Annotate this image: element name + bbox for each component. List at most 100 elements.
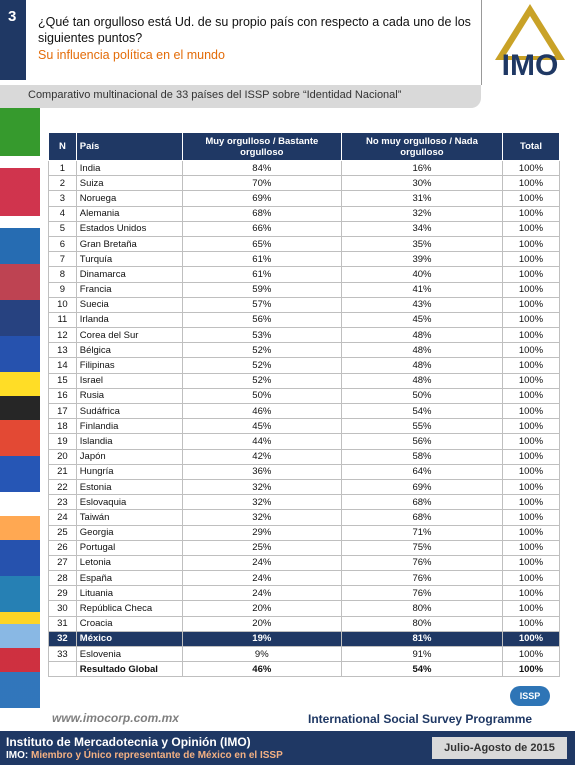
table-cell: 100% [501,554,561,572]
table-cell: Georgia [75,524,183,541]
table-cell: 32% [181,494,342,511]
table-cell: 58% [340,448,503,465]
table-cell: Francia [75,281,183,298]
table-cell: 46% [181,661,342,678]
table-cell: 9 [48,281,77,298]
table-cell: Resultado Global [75,661,183,678]
table-cell: 48% [340,357,503,374]
table-cell: 12 [48,327,77,344]
table-cell: Israel [75,372,183,389]
table-cell: 61% [181,266,342,283]
table-cell: 68% [181,205,342,222]
table-cell: 48% [340,372,503,389]
number-box: 3 [0,0,26,80]
table-cell: 100% [501,494,561,511]
table-cell: 53% [181,327,342,344]
table-row: 13 Bélgica 52% 48% 100% [48,342,561,359]
header-row: N País Muy orgulloso / Bastante orgulloso N… [48,132,561,161]
table-cell: 34% [340,220,503,237]
table-cell: 100% [501,448,561,465]
member-prefix: IMO: [6,750,29,761]
table-cell: 20 [48,448,77,465]
table-cell: 100% [501,251,561,268]
table-row: 33 Eslovenia 9% 91% 100% [48,645,561,663]
table-cell: Corea del Sur [75,327,183,344]
table-cell: 100% [501,159,561,177]
table-cell: 56% [181,311,342,329]
table-cell: 52% [181,357,342,374]
subheader-band: Comparativo multinacional de 33 países d… [0,85,481,108]
member-text: Miembro y Único representante de México … [31,750,283,761]
table-row: 32 México 19% 81% 100% [48,630,561,648]
table-cell: 41% [340,281,503,298]
table-row: 7 Turquía 61% 39% 100% [48,251,561,268]
table-cell: 24% [181,585,342,602]
table-row: 21 Hungría 36% 64% 100% [48,463,561,480]
table-cell: 100% [501,342,561,359]
table-cell: Sudáfrica [75,402,183,420]
table-cell: 100% [501,327,561,344]
member-line: IMO: Miembro y Único representante de Mé… [6,750,283,761]
table-cell: 100% [501,357,561,374]
date: Julio-Agosto de 2015 [432,737,567,759]
table-row: 8 Dinamarca 61% 40% 100% [48,266,561,283]
table-body: 1 India 84% 16% 100% 2 Suiza 70% 30% 100% 3 Noruega… [48,159,561,678]
table-cell: 19 [48,433,77,450]
table-cell: 81% [340,630,503,648]
table-cell: 46% [181,402,342,420]
table-cell: 100% [501,311,561,329]
table-cell: 5 [48,220,77,237]
table-cell: 29 [48,585,77,602]
table-cell: 3 [48,190,77,207]
table-row: 10 Suecia 57% 43% 100% [48,296,561,313]
table-cell: 40% [340,266,503,283]
column-header: No muy orgulloso / Nada orgulloso [340,132,503,161]
table-cell: 39% [340,251,503,268]
table-cell: México [75,630,183,648]
table-row: 11 Irlanda 56% 45% 100% [48,311,561,329]
table-row: 18 Finlandia 45% 55% 100% [48,418,561,435]
table-cell: 9% [181,645,342,663]
table-cell: 100% [501,615,561,632]
table-cell: 43% [340,296,503,313]
table-row: 30 República Checa 20% 80% 100% [48,600,561,617]
divider [481,0,482,85]
table-cell: Lituania [75,585,183,602]
table-cell: 7 [48,251,77,268]
table-cell: India [75,159,183,177]
table-cell: 44% [181,433,342,450]
table-row: 17 Sudáfrica 46% 54% 100% [48,402,561,420]
table-row: 29 Lituania 24% 76% 100% [48,585,561,602]
table-cell: 42% [181,448,342,465]
imo-logo: IMO [495,4,565,82]
table-row: 19 Islandia 44% 56% 100% [48,433,561,450]
table-cell [48,661,77,678]
table-cell: 100% [501,478,561,496]
table-cell: 57% [181,296,342,313]
table-cell: 24 [48,509,77,526]
subheader: Comparativo multinacional de 33 países d… [28,89,402,101]
table-cell: Taiwán [75,509,183,526]
table-cell: 32 [48,630,77,648]
table-cell: 24% [181,570,342,587]
table-cell: 76% [340,554,503,572]
table-cell: 71% [340,524,503,541]
table-cell: 45% [340,311,503,329]
table-row: 14 Filipinas 52% 48% 100% [48,357,561,374]
global-row: Resultado Global 46% 54% 100% [48,661,561,678]
table-cell: 8 [48,266,77,283]
table-cell: 27 [48,554,77,572]
table-cell: 50% [340,387,503,405]
table-cell: 48% [340,342,503,359]
table-cell: Portugal [75,539,183,556]
table-cell: Japón [75,448,183,465]
column-header: Muy orgulloso / Bastante orgulloso [181,132,342,161]
table-cell: 64% [340,463,503,480]
table-cell: 28 [48,570,77,587]
table-cell: Dinamarca [75,266,183,283]
table-row: 20 Japón 42% 58% 100% [48,448,561,465]
table-cell: 17 [48,402,77,420]
flag-strip [0,108,40,708]
table-cell: 100% [501,539,561,556]
table-cell: 75% [340,539,503,556]
